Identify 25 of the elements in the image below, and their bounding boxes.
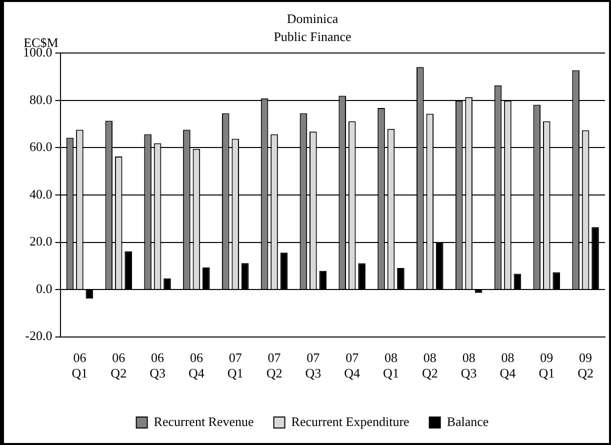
- chart-title: Dominica: [286, 11, 338, 26]
- y-tick-label: 0.0: [36, 280, 52, 296]
- y-tick-label: 20.0: [30, 234, 52, 249]
- y-tick-label: -20.0: [25, 328, 52, 344]
- x-tick-label: 07 Q1: [227, 350, 244, 381]
- x-tick-label: 08 Q4: [500, 350, 516, 381]
- y-tick-label: 60.0: [30, 139, 52, 154]
- x-tick-label: 06 Q4: [188, 350, 205, 381]
- legend-label: Recurrent Expenditure: [291, 414, 410, 429]
- x-tick-label: 06 Q1: [72, 350, 88, 381]
- x-tick-label: 07 Q3: [305, 350, 322, 381]
- x-tick-label: 08 Q1: [383, 350, 399, 381]
- x-tick-label: 08 Q3: [460, 350, 477, 381]
- x-tick-label: 09 Q2: [578, 350, 594, 381]
- x-tick-label: 09 Q1: [538, 350, 555, 381]
- x-tick-label: 06 Q3: [150, 350, 166, 381]
- y-tick-label: 40.0: [30, 186, 52, 202]
- chart-subtitle: Public Finance: [274, 28, 352, 44]
- legend-label: Balance: [446, 414, 489, 429]
- x-tick-label: 08 Q2: [422, 350, 438, 381]
- x-tick-label: 07 Q2: [266, 350, 282, 381]
- x-tick-label: 06 Q2: [110, 350, 127, 381]
- y-tick-label: 80.0: [30, 92, 52, 107]
- x-tick-label: 07 Q4: [344, 350, 361, 381]
- legend-label: Recurrent Revenue: [154, 414, 254, 429]
